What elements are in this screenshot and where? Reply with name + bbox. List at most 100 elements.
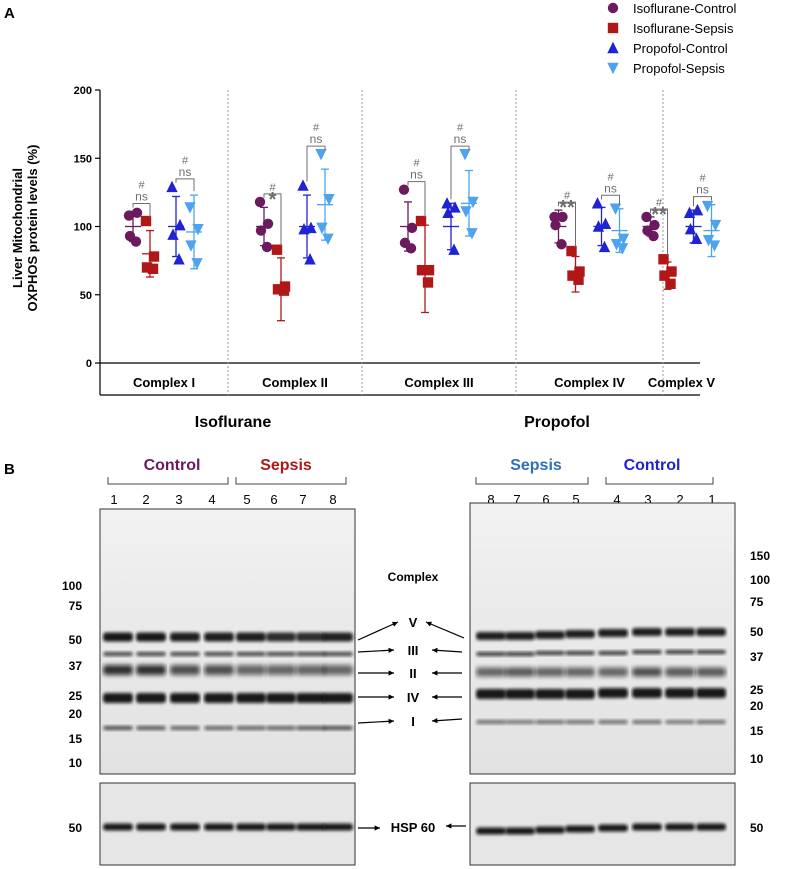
significance-hash: # <box>699 173 706 185</box>
mw-marker: 15 <box>69 732 83 746</box>
blot-band <box>136 823 166 831</box>
significance-bracket <box>558 201 576 248</box>
significance-bracket <box>650 208 668 256</box>
data-point <box>690 232 703 244</box>
panel-b-letter: B <box>4 461 15 478</box>
data-point <box>659 270 670 281</box>
blot-band <box>103 823 133 831</box>
complex-label: II <box>409 666 416 681</box>
significance-bracket <box>693 196 712 207</box>
blot-band <box>632 667 662 677</box>
significance-bracket <box>306 145 326 182</box>
data-point <box>599 217 612 229</box>
blot-band <box>136 665 166 675</box>
blot-band <box>103 665 133 675</box>
legend-entry: Propofol-Control <box>633 41 728 56</box>
complex-arrow <box>357 621 399 641</box>
blot-band <box>632 650 662 654</box>
significance-hash: # <box>138 179 145 191</box>
iso-sepsis-label: Sepsis <box>260 457 312 474</box>
data-point <box>174 218 186 231</box>
blot-band <box>598 651 628 655</box>
data-point <box>441 197 453 209</box>
blot-band <box>632 688 662 698</box>
y-tick-label: 200 <box>74 85 92 97</box>
y-tick-label: 0 <box>86 358 92 370</box>
section-label-isoflurane: Isoflurane <box>195 414 272 431</box>
lane-number: 3 <box>175 492 182 507</box>
prop-sepsis-bracket <box>475 477 589 485</box>
complex-arrowhead <box>432 718 438 724</box>
data-point <box>591 197 604 209</box>
y-tick-label: 100 <box>74 222 92 234</box>
data-point <box>184 202 196 214</box>
data-point <box>702 234 715 247</box>
blot-band <box>665 823 695 831</box>
blot-band <box>505 632 535 640</box>
blot-band <box>598 629 628 637</box>
data-point <box>709 219 722 232</box>
data-point <box>467 196 479 209</box>
data-point <box>567 270 578 281</box>
data-point <box>684 223 697 235</box>
blot-band <box>505 667 535 677</box>
lane-number: 7 <box>299 492 306 507</box>
data-point <box>460 206 472 218</box>
blot-band <box>476 667 506 677</box>
blot-band <box>565 825 595 833</box>
complex-label: I <box>411 714 415 729</box>
blot-band <box>696 667 726 677</box>
blot-band <box>204 665 234 675</box>
blot-band <box>296 632 326 642</box>
blot-band <box>476 652 506 656</box>
blot-band <box>236 665 266 675</box>
blot-band <box>204 652 234 656</box>
data-point <box>140 215 152 227</box>
blot-band <box>696 650 726 654</box>
blot-band <box>204 726 234 730</box>
prop-control-label: Control <box>624 457 681 474</box>
data-point <box>278 285 290 296</box>
significance-bracket <box>450 145 470 200</box>
lane-number: 8 <box>487 492 494 507</box>
data-point <box>167 228 179 240</box>
data-point <box>607 62 619 75</box>
data-point <box>261 241 273 253</box>
complex-arrowhead <box>374 825 380 831</box>
data-point <box>255 225 267 236</box>
data-point <box>298 223 310 235</box>
blot-band <box>632 823 662 831</box>
blot-band <box>696 688 726 698</box>
iso-lane-numbers: 1 2 3 4 5 6 7 8 <box>110 492 336 507</box>
blot-band <box>598 824 628 832</box>
data-point <box>691 203 704 216</box>
x-category-label: Complex I <box>133 375 195 390</box>
significance-hash: # <box>269 182 276 194</box>
significance-label: ns <box>310 132 323 146</box>
data-point <box>448 243 460 255</box>
isoflurane-hsp60-blot <box>99 782 356 866</box>
blot-band <box>296 693 326 703</box>
blot-band <box>236 823 266 831</box>
complex-arrowhead <box>388 718 394 724</box>
data-point <box>406 222 418 234</box>
significance-label: ns <box>696 183 709 197</box>
data-point <box>423 264 435 276</box>
data-point <box>272 284 284 295</box>
prop-mw-markers: 150 100 75 50 37 25 20 15 10 50 <box>750 549 770 835</box>
blot-band <box>266 652 296 656</box>
data-point <box>648 230 659 242</box>
mw-marker: 20 <box>69 707 83 721</box>
blot-band <box>696 720 726 724</box>
blot-band <box>170 726 200 730</box>
lane-number: 7 <box>513 492 520 507</box>
mw-marker: 37 <box>750 650 764 664</box>
blot-band <box>170 823 200 831</box>
mw-marker: 25 <box>750 683 764 697</box>
y-axis-label-line2: OXPHOS protein levels (%) <box>25 145 40 312</box>
series-isoflurane-sepsis <box>140 215 677 322</box>
data-point <box>617 233 630 245</box>
mw-marker: 100 <box>750 573 770 587</box>
blot-band <box>505 689 535 699</box>
blot-band <box>665 650 695 654</box>
